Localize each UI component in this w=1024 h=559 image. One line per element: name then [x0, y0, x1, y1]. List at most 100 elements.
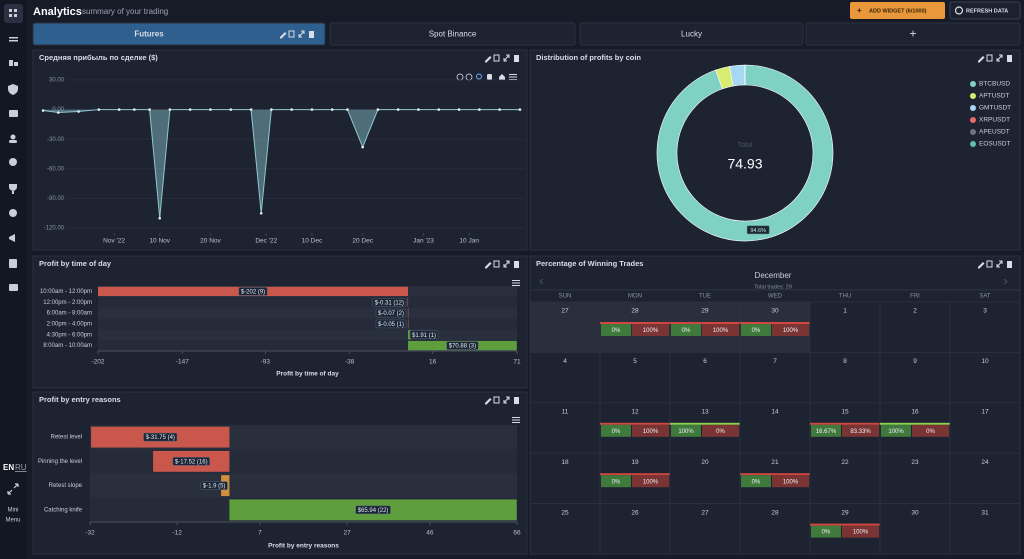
tab[interactable]: [805, 22, 1021, 46]
day-number: 28: [771, 509, 779, 516]
legend-swatch: [970, 117, 976, 123]
loss-box: [912, 424, 949, 437]
data-label-box: [372, 298, 407, 307]
legend-label[interactable]: EOSUSDT: [979, 141, 1010, 148]
prev-arrow[interactable]: [539, 278, 544, 285]
button-label: ADD WIDGET (6/1000): [869, 8, 927, 14]
copy-icon[interactable]: [493, 396, 500, 404]
win-percent: 0%: [682, 328, 691, 334]
menu-icon[interactable]: [512, 280, 520, 286]
copy-icon[interactable]: [986, 260, 993, 268]
edit-icon[interactable]: [485, 398, 492, 405]
calendar-cell[interactable]: [949, 452, 1021, 504]
tab-label[interactable]: Futures: [134, 30, 164, 39]
calendar-cell[interactable]: [879, 452, 951, 504]
tab-label[interactable]: Lucky: [681, 30, 702, 39]
next-arrow[interactable]: [1003, 278, 1008, 285]
legend-label[interactable]: XRPUSDT: [979, 117, 1010, 124]
tab[interactable]: [329, 22, 576, 46]
calendar-cell[interactable]: [529, 402, 601, 454]
win-percent: 0%: [752, 328, 761, 334]
day-number: 24: [981, 459, 989, 466]
edit-icon[interactable]: [485, 262, 492, 269]
data-point: [346, 108, 349, 111]
delete-icon[interactable]: [309, 31, 314, 38]
day-number: 8: [843, 358, 847, 365]
calendar-cell[interactable]: [949, 301, 1021, 353]
expand-icon[interactable]: [996, 54, 1003, 62]
refresh-button[interactable]: [949, 1, 1021, 20]
calendar-cell[interactable]: [739, 352, 811, 404]
add-widget-button[interactable]: [850, 2, 945, 19]
expand-icon[interactable]: [503, 396, 510, 404]
calendar-cell[interactable]: [879, 301, 951, 353]
calendar-cell[interactable]: [529, 452, 601, 504]
mini-menu[interactable]: Menu: [5, 518, 20, 524]
calendar-cell[interactable]: [669, 352, 741, 404]
tab-label[interactable]: Spot Binance: [429, 30, 477, 39]
delete-icon[interactable]: [514, 397, 519, 404]
row-band: [98, 340, 517, 351]
data-label: $65.94 (22): [358, 508, 389, 514]
delete-icon[interactable]: [1007, 55, 1012, 62]
search-icon[interactable]: [476, 73, 482, 80]
data-label: 94.6%: [750, 228, 766, 234]
mini-menu[interactable]: Mini: [7, 508, 18, 514]
calendar-cell[interactable]: [949, 352, 1021, 404]
calendar-cell[interactable]: [809, 452, 881, 504]
menu-icon[interactable]: [512, 417, 520, 423]
legend-label[interactable]: BTCBUSD: [979, 81, 1010, 88]
win-box: [811, 525, 841, 538]
expand-icon[interactable]: [503, 54, 510, 62]
tab[interactable]: [32, 22, 326, 46]
expand-icon[interactable]: [996, 260, 1003, 268]
x-tick-label: Dec '22: [255, 238, 277, 245]
panel-title: Profit by entry reasons: [39, 395, 121, 404]
calendar-cell[interactable]: [529, 301, 601, 353]
data-point: [457, 108, 461, 111]
menu-icon[interactable]: [509, 74, 517, 80]
tab[interactable]: [579, 22, 804, 46]
delete-icon[interactable]: [514, 261, 519, 268]
delete-icon[interactable]: [514, 55, 519, 62]
calendar-cell[interactable]: [599, 503, 671, 555]
calendar-cell[interactable]: [949, 503, 1021, 555]
data-label-box: [200, 481, 228, 490]
legend-label[interactable]: APEUSDT: [979, 129, 1010, 136]
data-label-box: [238, 287, 268, 296]
delete-icon[interactable]: [1007, 261, 1012, 268]
data-point: [498, 108, 501, 111]
data-label-box: [375, 319, 407, 329]
calendar-cell[interactable]: [809, 352, 881, 404]
language-en[interactable]: EN: [3, 463, 14, 472]
edit-icon[interactable]: [485, 56, 492, 63]
loss-percent: 100%: [643, 479, 659, 485]
calendar-cell[interactable]: [669, 452, 741, 504]
legend-label[interactable]: APTUSDT: [979, 93, 1009, 100]
home-icon[interactable]: [499, 74, 505, 80]
calendar-cell[interactable]: [739, 402, 811, 454]
day-number: 27: [701, 509, 709, 516]
x-tick-label: 16: [429, 359, 437, 366]
edit-icon[interactable]: [978, 56, 985, 63]
expand-icon[interactable]: [503, 260, 510, 268]
copy-icon[interactable]: [493, 54, 500, 62]
sidebar-home[interactable]: [4, 4, 23, 23]
legend-label[interactable]: GMTUSDT: [979, 105, 1011, 112]
calendar-cell[interactable]: [879, 503, 951, 555]
pan-icon[interactable]: [487, 74, 492, 80]
copy-icon[interactable]: [288, 30, 295, 38]
expand-icon[interactable]: [298, 30, 305, 38]
calendar-cell[interactable]: [949, 402, 1021, 454]
row-band: [98, 329, 517, 341]
panel-title: Percentage of Winning Trades: [536, 259, 643, 268]
tab-label[interactable]: +: [909, 27, 916, 41]
copy-icon[interactable]: [493, 260, 500, 268]
day-number: 25: [561, 509, 569, 516]
edit-icon[interactable]: [280, 32, 287, 39]
legend-swatch: [970, 141, 976, 147]
language-ru[interactable]: RU: [15, 463, 27, 472]
edit-icon[interactable]: [978, 262, 985, 269]
copy-icon[interactable]: [986, 54, 993, 62]
calendar-cell[interactable]: [879, 352, 951, 404]
